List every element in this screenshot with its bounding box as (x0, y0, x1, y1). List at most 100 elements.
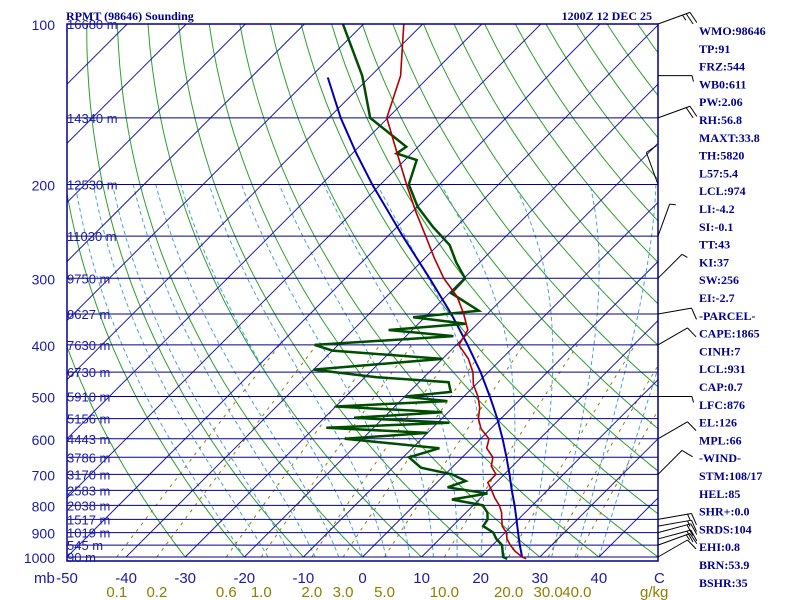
wind-barb (657, 421, 697, 440)
isotherm (67, 24, 305, 263)
temperature-tick-label: 0 (358, 570, 366, 587)
sounding-index: KI:37 (699, 255, 729, 269)
mixing-ratio-tick-label: 10.0 (430, 584, 459, 600)
sounding-index: SHR+:0.0 (699, 505, 750, 519)
sounding-index: CAP:0.7 (699, 380, 743, 394)
pressure-label: 1000 (24, 550, 55, 566)
isotherm (125, 24, 658, 558)
wind-barb-flag (685, 534, 691, 541)
height-label: 3170 m (67, 467, 110, 482)
wind-barb-flag (690, 529, 698, 542)
wind-barb-shaft (657, 203, 671, 237)
isotherm (362, 260, 658, 558)
mixing-ratio-tick-label: 30.0 (534, 584, 563, 600)
pressure-label: 800 (32, 498, 56, 514)
wind-barb-shaft (657, 105, 691, 119)
wind-barb (657, 539, 697, 558)
wind-barb-flag (682, 14, 687, 21)
wind-barb-shaft (657, 307, 692, 315)
isotherm (67, 24, 424, 381)
height-label: 2583 m (67, 483, 110, 498)
height-labels: 16680 m 14340 m 12530 m 11030 m 9750 m 8627 m… (67, 17, 118, 565)
wind-barb-flag (687, 421, 697, 431)
sounding-index: BSHR:35 (699, 576, 748, 590)
wind-barb (657, 533, 698, 546)
mixing-ratio-tick-label: 0.2 (146, 584, 167, 600)
isotherm (67, 24, 246, 204)
height-label: 4443 m (67, 432, 110, 447)
wind-barb-shaft (657, 11, 691, 25)
sounding-index: SRDS:104 (699, 522, 752, 536)
moist-adiabat (241, 184, 411, 558)
sounding-indices: WMO:98646 TP:91 FRZ:544 WB0:611 PW:2.06 RH:56… (699, 24, 766, 590)
wind-barb-shaft (657, 523, 691, 534)
sounding-index: SI:-0.1 (699, 220, 733, 234)
temperature-tick-label: -20 (233, 570, 255, 587)
wind-barb-flag (691, 307, 697, 320)
wind-barb (657, 512, 697, 525)
height-label: 7630 m (67, 338, 110, 353)
pressure-label: 500 (32, 390, 56, 406)
pressure-labels: 100 200 300 400 500 600 700 800 900 1000 (24, 17, 55, 566)
isotherm (67, 24, 601, 558)
wind-barb-flag (687, 513, 691, 521)
sounding-index: LCL:931 (699, 362, 746, 376)
temperature-tick-label: -10 (293, 570, 315, 587)
wind-barb (657, 203, 676, 237)
height-label: 90 m (67, 550, 96, 565)
height-label: 16680 m (67, 17, 118, 32)
mixing-ratio-axis-labels: 0.1 0.2 0.6 1.0 2.0 3.0 5.0 10.0 20.0 30.0 40.0 (106, 584, 591, 600)
wind-barb-flag (686, 530, 694, 543)
mixing-ratio-tick-label: 5.0 (374, 584, 395, 600)
sounding-index: HEL:85 (699, 487, 740, 501)
sounding-index: -WIND- (699, 451, 741, 465)
mixing-ratio-tick-label: 0.1 (106, 584, 127, 600)
wind-barb (657, 519, 697, 532)
height-label: 12530 m (67, 177, 118, 192)
wind-barb (657, 105, 698, 119)
wind-barb-flag (646, 145, 657, 153)
sounding-index: BRN:53.9 (699, 558, 749, 572)
sounding-index: MPL:66 (699, 433, 742, 447)
sounding-index: TH:5820 (699, 149, 744, 163)
wind-barb-shaft (657, 327, 688, 346)
sounding-index: WMO:98646 (699, 24, 766, 38)
moist-adiabat (376, 184, 484, 558)
isotherm (480, 378, 658, 558)
temperature-tick-label: -40 (115, 570, 137, 587)
wind-barb-flag (691, 513, 697, 525)
isobars (67, 23, 658, 558)
sounding-index: -PARCEL- (699, 309, 755, 323)
wind-barb-shaft (657, 539, 688, 558)
isotherm (303, 201, 658, 558)
plot-frame (66, 23, 659, 562)
isotherm (67, 24, 364, 322)
wind-barb (657, 523, 698, 536)
wind-barb (657, 529, 698, 543)
sounding-index: SW:256 (699, 273, 739, 287)
temperature-tick-label: 10 (413, 570, 430, 587)
height-label: 8627 m (67, 307, 110, 322)
wind-barb-flag (685, 107, 694, 119)
wind-barb-shaft (657, 253, 683, 279)
wind-barb-flag (686, 524, 694, 536)
moist-adiabat (74, 184, 245, 558)
dewpoint-trace (313, 24, 508, 560)
wind-barb-flag (691, 396, 694, 403)
height-label: 3786 m (67, 450, 110, 465)
sounding-index: TT:43 (699, 238, 730, 252)
pressure-label: 100 (32, 17, 56, 33)
sounding-index: MAXT:33.8 (699, 131, 760, 145)
x-axis-right-label: C (654, 570, 665, 587)
moist-adiabat (92, 184, 269, 558)
isotherm (67, 24, 187, 145)
sounding-index: LFC:876 (699, 398, 745, 412)
sounding-index: LI:-4.2 (699, 202, 735, 216)
pressure-label: 900 (32, 526, 56, 542)
sounding-index: RH:56.8 (699, 113, 742, 127)
wind-barb-flag (669, 203, 676, 206)
wind-barb-flag (681, 449, 693, 458)
sounding-index: TP:91 (699, 42, 730, 56)
pressure-label: 200 (32, 177, 56, 193)
height-label: 545 m (67, 538, 103, 553)
